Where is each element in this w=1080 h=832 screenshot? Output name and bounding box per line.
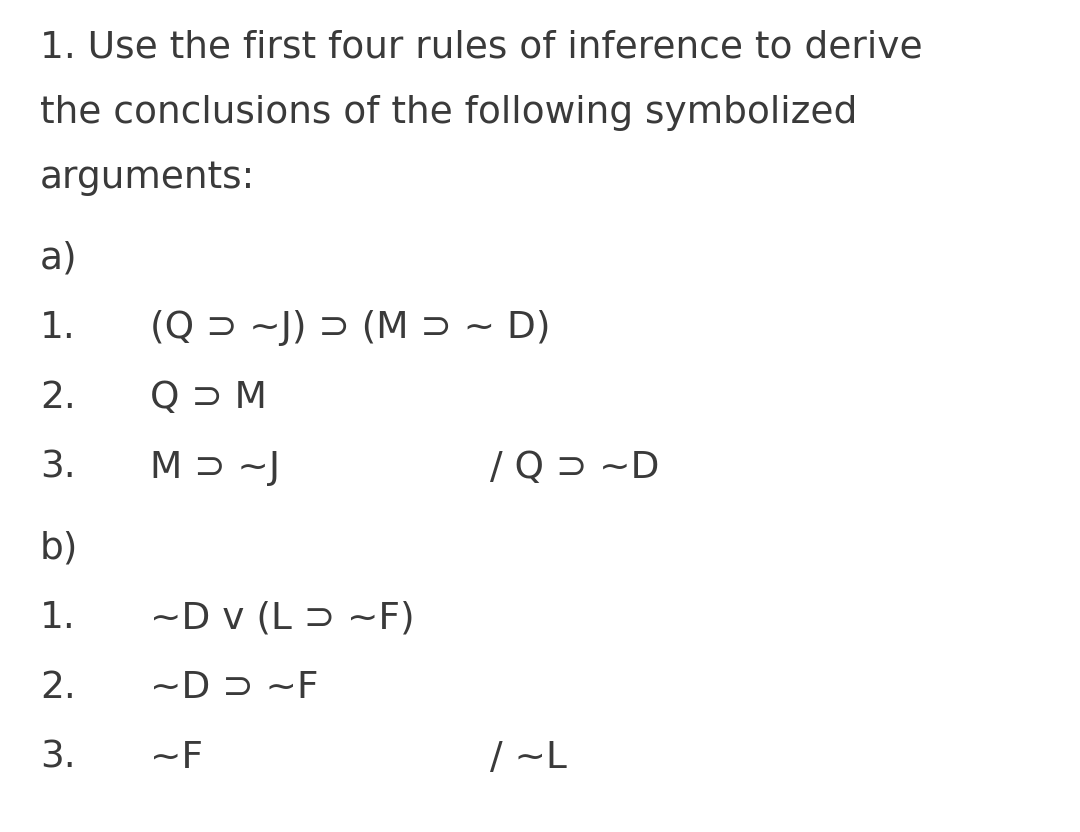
Text: (Q ⊃ ~J) ⊃ (M ⊃ ~ D): (Q ⊃ ~J) ⊃ (M ⊃ ~ D) (150, 310, 551, 346)
Text: 2.: 2. (40, 670, 76, 706)
Text: a): a) (40, 240, 78, 276)
Text: 1.: 1. (40, 600, 76, 636)
Text: arguments:: arguments: (40, 160, 255, 196)
Text: the conclusions of the following symbolized: the conclusions of the following symboli… (40, 95, 858, 131)
Text: / Q ⊃ ~D: / Q ⊃ ~D (490, 450, 660, 486)
Text: b): b) (40, 530, 79, 566)
Text: 1. Use the first four rules of inference to derive: 1. Use the first four rules of inference… (40, 30, 922, 66)
Text: 3.: 3. (40, 450, 76, 486)
Text: Q ⊃ M: Q ⊃ M (150, 380, 267, 416)
Text: ~F: ~F (150, 740, 203, 776)
Text: 1.: 1. (40, 310, 76, 346)
Text: 2.: 2. (40, 380, 76, 416)
Text: ~D v (L ⊃ ~F): ~D v (L ⊃ ~F) (150, 600, 415, 636)
Text: ~D ⊃ ~F: ~D ⊃ ~F (150, 670, 319, 706)
Text: 3.: 3. (40, 740, 76, 776)
Text: M ⊃ ~J: M ⊃ ~J (150, 450, 280, 486)
Text: / ~L: / ~L (490, 740, 567, 776)
